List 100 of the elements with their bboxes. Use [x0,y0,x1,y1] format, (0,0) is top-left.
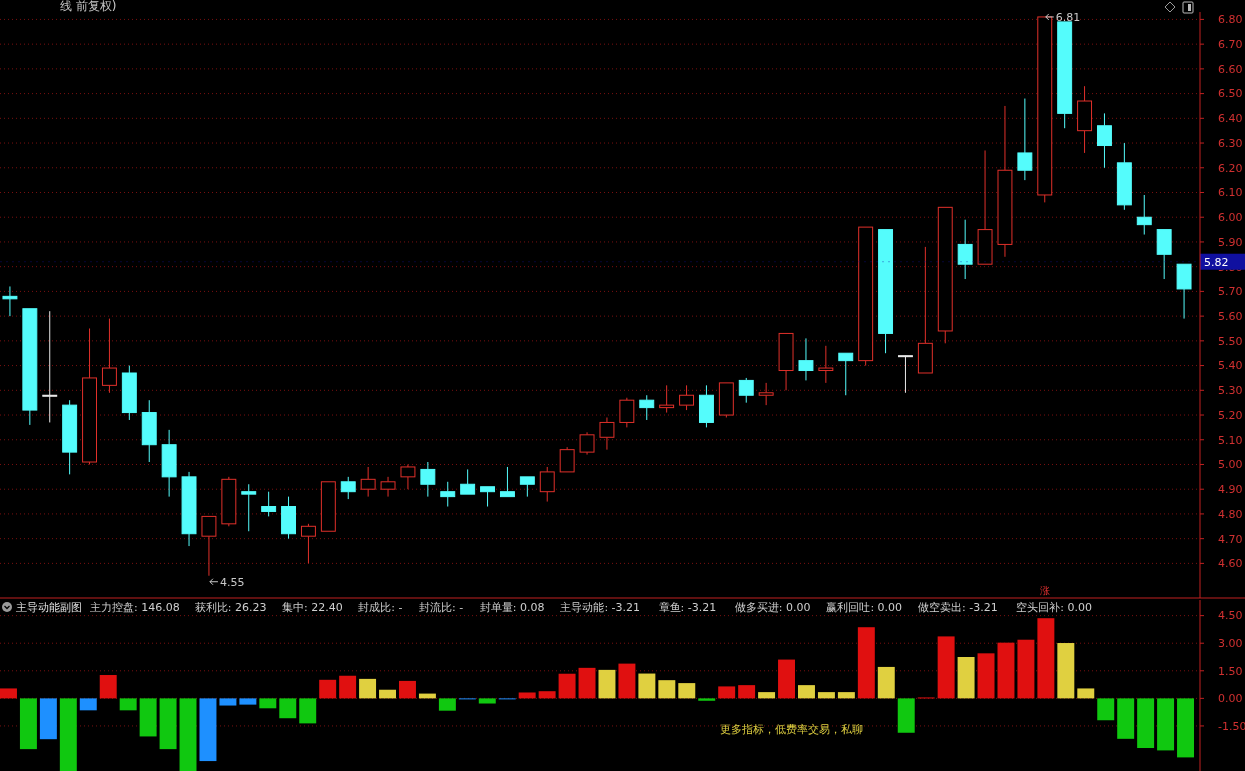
bar [1037,618,1055,699]
candlestick [221,476,237,527]
bar [837,692,855,699]
bar [39,698,57,740]
y-tick-label: 5.70 [1218,285,1243,299]
candlestick [281,496,297,540]
bar [1177,698,1195,758]
candlestick [798,337,814,381]
bar [438,698,456,711]
candlestick [300,523,316,564]
candlestick [659,384,675,414]
y-tick-label: 6.00 [1218,211,1243,225]
annotation: 做空卖出: -3.21 [918,601,998,614]
candlestick [141,399,157,463]
bar [638,673,656,699]
candlestick [957,219,973,280]
bar [19,698,37,750]
y-tick-label: 3.00 [1218,637,1243,651]
bar [1117,698,1135,739]
candlestick [2,285,18,317]
y-tick-label: 5.50 [1218,334,1243,348]
y-tick-label: 6.30 [1218,136,1243,150]
bar [578,667,596,699]
candlestick [997,105,1013,258]
candlestick [579,431,595,456]
candlestick [818,345,834,384]
candlestick [1017,98,1033,181]
candlestick [360,466,376,498]
bar [698,698,716,701]
bar [279,698,297,719]
bar [778,659,795,699]
candlestick [42,310,58,423]
annotation: 做多买进: 0.00 [734,601,811,614]
bar [558,673,576,699]
bar [678,683,696,699]
y-tick-label: 5.30 [1218,384,1243,398]
bar [538,691,556,699]
bar [179,698,197,771]
bar [1097,698,1115,721]
bar [0,688,17,699]
y-tick-label: 6.70 [1218,37,1243,51]
candlestick [619,397,635,428]
candlestick [1077,85,1093,154]
bar [798,685,815,699]
y-tick-label: -1.50 [1218,719,1245,733]
bar [1017,639,1035,699]
ref-line-label: 5.82 [1204,255,1229,269]
bar [758,692,776,699]
annotation: 6.81 [1055,10,1081,24]
bar [598,669,616,699]
candlestick [241,483,257,532]
bar [957,657,975,699]
annotation: 章鱼: -3.21 [658,601,717,614]
bar [1077,688,1095,699]
bar [399,680,416,699]
bar [159,698,177,750]
y-tick-label: 5.20 [1218,408,1243,422]
bar [299,698,317,724]
y-tick-label: 4.60 [1218,557,1243,571]
annotation: 集中: 22.40 [282,601,343,614]
candlestick [599,417,615,451]
bar [817,692,835,699]
bar [239,698,257,705]
bar [1137,698,1155,749]
y-tick-label: 4.70 [1218,532,1243,546]
bar [59,698,77,771]
y-tick-label: 6.10 [1218,186,1243,200]
y-tick-label: 5.90 [1218,235,1243,249]
annotation: 获利比: 26.23 [194,601,267,614]
y-tick-label: 6.40 [1218,112,1243,126]
bar [319,679,337,699]
bar [658,680,676,699]
bar [618,663,636,699]
bar [199,698,217,762]
bar [219,698,237,706]
bar [339,675,357,699]
bar [259,698,277,709]
candlestick [758,382,774,406]
annotation: 封流比: - [419,601,464,614]
candlestick [440,481,456,508]
bar [937,636,955,699]
bar [877,666,895,699]
bar [379,689,396,699]
candlestick [639,394,655,421]
bar [119,698,137,711]
bar [977,653,995,699]
bar [1157,698,1175,751]
y-tick-label: 6.20 [1218,161,1243,175]
y-tick-label: 6.50 [1218,87,1243,101]
y-tick-label: 5.10 [1218,433,1243,447]
y-tick-label: 0.00 [1218,692,1243,706]
candlestick [181,471,197,547]
annotation: 赢利回吐: 0.00 [826,601,903,614]
bar [857,627,875,699]
annotation: 涨 [1039,585,1050,596]
y-tick-label: 4.50 [1218,609,1243,623]
y-tick-label: 5.60 [1218,309,1243,323]
candlestick [101,318,117,394]
bar [738,685,756,699]
annotation: 4.55 [219,575,245,589]
